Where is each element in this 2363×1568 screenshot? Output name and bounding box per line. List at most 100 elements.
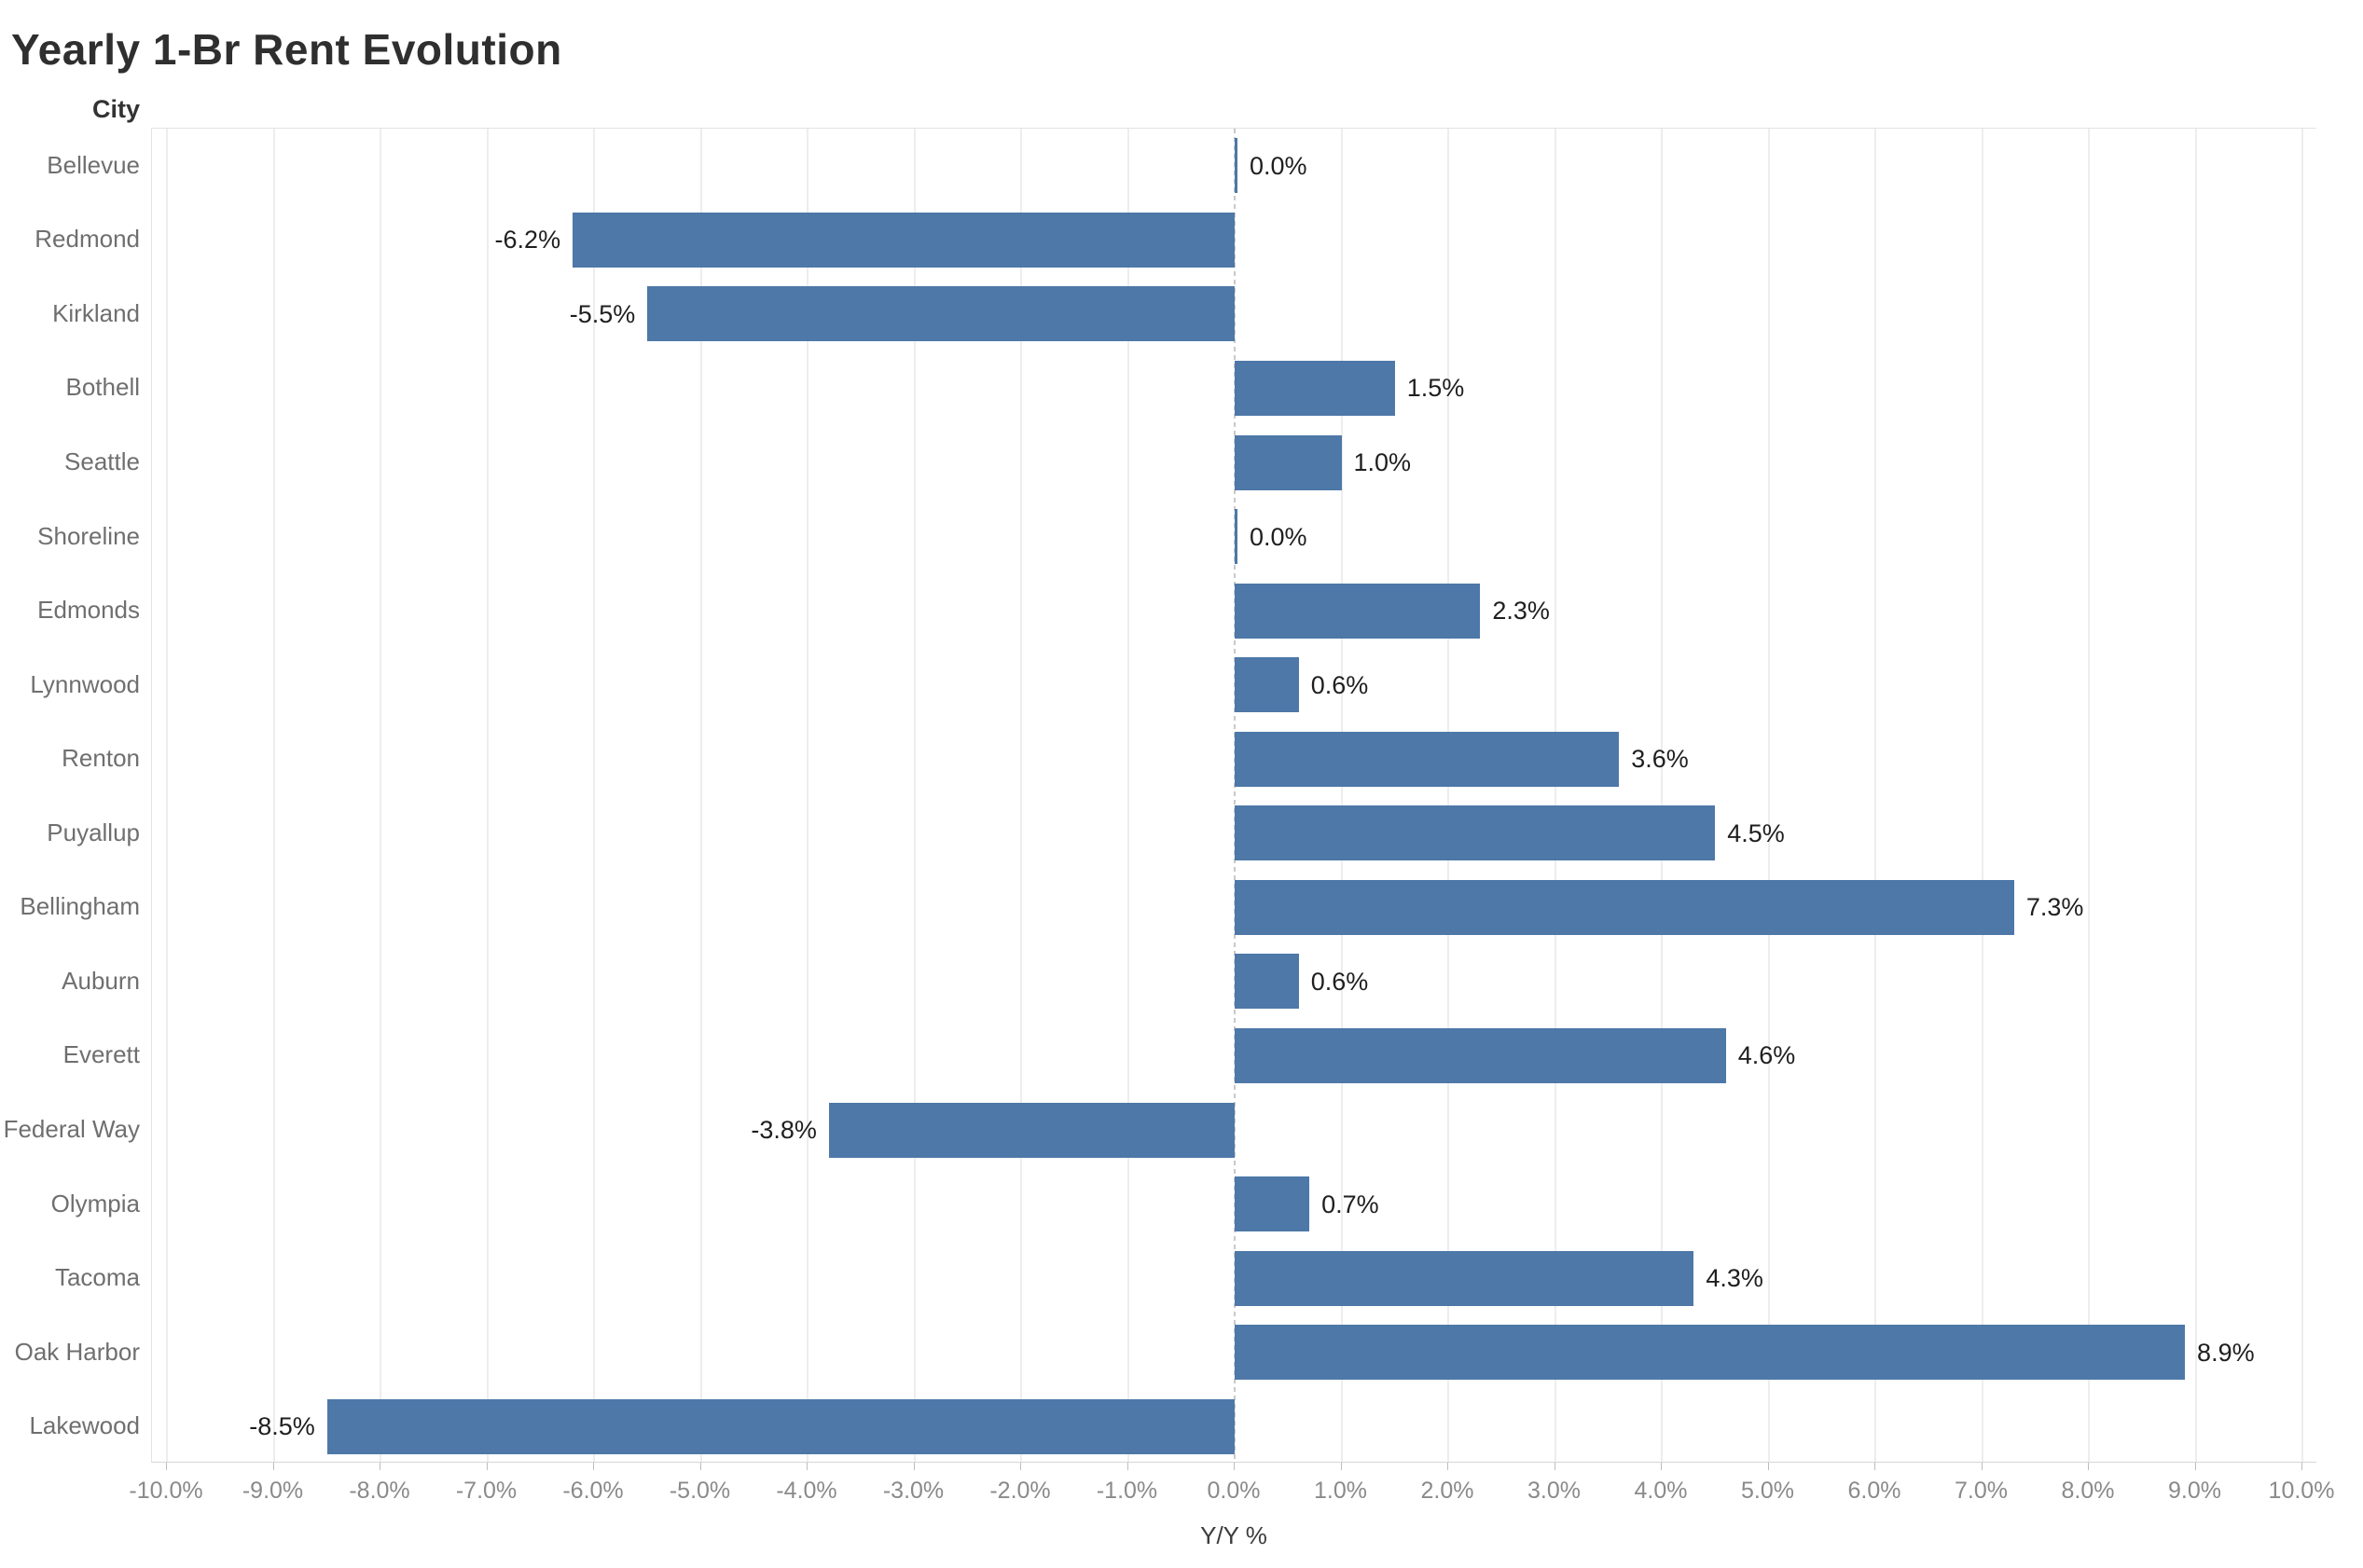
x-axis-tick-label: 8.0% — [2061, 1478, 2115, 1504]
x-axis-tick-label: -7.0% — [455, 1478, 518, 1504]
gridline — [1767, 129, 1770, 1462]
gridline — [1126, 129, 1129, 1462]
gridline — [1874, 129, 1876, 1462]
x-axis-tick-label: 6.0% — [1847, 1478, 1901, 1504]
x-axis-tick — [1981, 1463, 1983, 1470]
x-axis-tick — [1234, 1463, 1235, 1470]
city-label: Auburn — [62, 966, 140, 995]
bar-value-label: 0.7% — [1321, 1190, 1379, 1218]
chart-title: Yearly 1-Br Rent Evolution — [11, 25, 562, 74]
gridline — [272, 129, 275, 1462]
x-axis-tick — [1661, 1463, 1662, 1470]
bar[interactable] — [1235, 954, 1299, 1010]
x-axis-tick-label: 0.0% — [1207, 1478, 1261, 1504]
gridline — [380, 129, 381, 1462]
city-label: Federal Way — [3, 1115, 140, 1143]
city-label: Bellevue — [47, 150, 140, 179]
bar[interactable] — [1235, 509, 1237, 565]
city-label: Lynnwood — [30, 669, 140, 698]
bar[interactable] — [1235, 1250, 1694, 1306]
bar-value-label: -3.8% — [751, 1116, 817, 1144]
bar[interactable] — [1235, 1027, 1726, 1083]
x-axis-tick-label: -9.0% — [242, 1478, 304, 1504]
bar[interactable] — [573, 212, 1235, 268]
bar[interactable] — [1235, 583, 1481, 639]
x-axis-tick-label: 10.0% — [2268, 1478, 2335, 1504]
city-label: Oak Harbor — [14, 1337, 140, 1366]
city-label: Tacoma — [54, 1263, 140, 1292]
city-label: Seattle — [64, 447, 140, 475]
gridline — [913, 129, 916, 1462]
x-axis-tick — [913, 1463, 915, 1470]
bar-value-label: 0.6% — [1310, 967, 1369, 996]
bar-value-label: 0.0% — [1250, 151, 1307, 180]
bar-value-label: 3.6% — [1631, 745, 1689, 774]
city-label: Olympia — [50, 1189, 140, 1217]
city-label: Everett — [62, 1040, 140, 1069]
x-axis-tick-label: 7.0% — [1955, 1478, 2008, 1504]
x-axis-tick-label: 9.0% — [2168, 1478, 2221, 1504]
city-label: Renton — [62, 744, 140, 773]
gridline — [1981, 129, 1983, 1462]
gridline — [1020, 129, 1022, 1462]
bar[interactable] — [326, 1398, 1235, 1454]
bar[interactable] — [1235, 138, 1237, 194]
x-axis-tick — [593, 1463, 594, 1470]
bar[interactable] — [1235, 657, 1299, 713]
city-label: Bothell — [65, 373, 141, 402]
x-axis-tick — [486, 1463, 488, 1470]
bar-value-label: 4.6% — [1737, 1041, 1796, 1070]
bar-value-label: 0.6% — [1310, 670, 1369, 699]
bar[interactable] — [1235, 434, 1342, 490]
bar-value-label: -6.2% — [494, 226, 561, 254]
bar-value-label: -8.5% — [249, 1412, 315, 1441]
city-label: Kirkland — [52, 298, 140, 327]
bar-value-label: 4.3% — [1706, 1264, 1763, 1293]
bar-value-label: 7.3% — [2025, 893, 2084, 922]
x-axis-tick — [1126, 1463, 1128, 1470]
bar[interactable] — [1235, 360, 1395, 416]
bar-value-label: -5.5% — [569, 299, 636, 328]
bar[interactable] — [1235, 1176, 1310, 1232]
x-axis-tick-label: -6.0% — [562, 1478, 624, 1504]
x-axis-tick — [807, 1463, 808, 1470]
category-labels: Bellevue Redmond Kirkland Bothell Seattle Sho… — [0, 128, 140, 1463]
x-axis-tick-label: 4.0% — [1634, 1478, 1688, 1504]
bar[interactable] — [1235, 731, 1620, 787]
bar-value-label: 1.0% — [1353, 448, 1412, 476]
x-axis-tick — [699, 1463, 701, 1470]
x-axis-tick — [1340, 1463, 1342, 1470]
bar[interactable] — [647, 286, 1235, 342]
bar-value-label: 2.3% — [1492, 597, 1550, 626]
gridline — [1447, 129, 1449, 1462]
x-axis-tick — [1767, 1463, 1769, 1470]
x-axis-tick — [2194, 1463, 2196, 1470]
gridline — [2194, 129, 2197, 1462]
gridline — [807, 129, 808, 1462]
city-label: Lakewood — [29, 1411, 140, 1440]
bar-value-label: 8.9% — [2197, 1338, 2255, 1367]
x-axis-title: Y/Y % — [1200, 1521, 1267, 1549]
bar[interactable] — [828, 1102, 1235, 1158]
gridline — [593, 129, 595, 1462]
x-axis-tick-label: -2.0% — [989, 1478, 1051, 1504]
bar[interactable] — [1235, 1325, 2186, 1381]
gridline — [1554, 129, 1556, 1462]
bar[interactable] — [1235, 879, 2014, 935]
x-axis-tick — [1447, 1463, 1448, 1470]
x-axis-tick-label: -8.0% — [349, 1478, 410, 1504]
bar[interactable] — [1235, 805, 1716, 861]
x-axis-tick-label: -10.0% — [129, 1478, 203, 1504]
plot-area: 0.0% -6.2% -5.5% 1.5% 1.0% 0.0% 2.3% 0.6% 3.6% 4.… — [151, 128, 2316, 1463]
y-axis-header: City — [91, 95, 140, 123]
bar-value-label: 4.5% — [1727, 818, 1785, 847]
x-axis-tick — [272, 1463, 274, 1470]
city-label: Shoreline — [37, 521, 140, 550]
city-label: Redmond — [35, 225, 140, 254]
gridline — [2301, 129, 2303, 1462]
bar-value-label: 0.0% — [1250, 522, 1307, 551]
x-axis-tick — [166, 1463, 167, 1470]
bar-value-label: 1.5% — [1406, 374, 1465, 403]
gridline — [1661, 129, 1663, 1462]
